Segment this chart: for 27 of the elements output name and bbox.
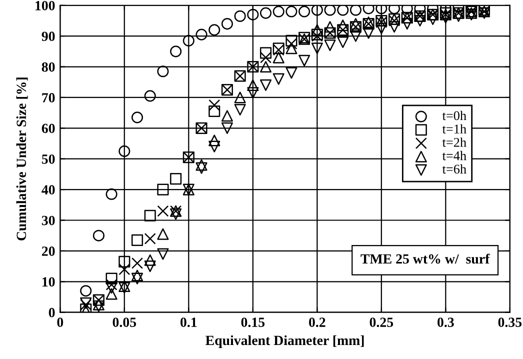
legend-label: t=6h — [442, 164, 466, 174]
x-tick-label: 0.3 — [438, 318, 454, 328]
y-tick-label: 80 — [42, 62, 55, 72]
y-tick-label: 90 — [42, 32, 55, 42]
x-tick-label: 0.1 — [180, 318, 197, 328]
x-tick-label: 0.05 — [112, 318, 136, 328]
y-tick-label: 60 — [42, 124, 55, 134]
y-tick-label: 30 — [42, 216, 55, 226]
annotation: TME 25 wt% w/ surf — [360, 254, 490, 264]
legend-label: t=0h — [442, 110, 466, 120]
legend-label: t=1h — [442, 124, 466, 134]
y-tick-label: 70 — [42, 93, 55, 102]
y-tick-label: 40 — [42, 185, 55, 195]
y-tick-label: 50 — [42, 154, 55, 164]
x-tick-label: 0.35 — [498, 318, 522, 328]
y-tick-label: 100 — [36, 0, 55, 10]
y-tick-label: 10 — [42, 277, 55, 287]
x-axis-title: Equivalent Diameter [mm] — [206, 335, 364, 348]
y-tick-label: 0 — [48, 308, 55, 318]
x-tick-label: 0.15 — [241, 318, 265, 328]
x-tick-label: 0 — [57, 318, 64, 327]
y-tick-label: 20 — [42, 246, 55, 256]
y-axis-title: Cumulative Under Size [%] — [16, 78, 28, 240]
x-tick-label: 0.25 — [370, 318, 394, 328]
legend-label: t=2h — [442, 138, 466, 147]
x-tick-label: 0.2 — [309, 318, 326, 328]
legend-label: t=4h — [442, 150, 466, 160]
